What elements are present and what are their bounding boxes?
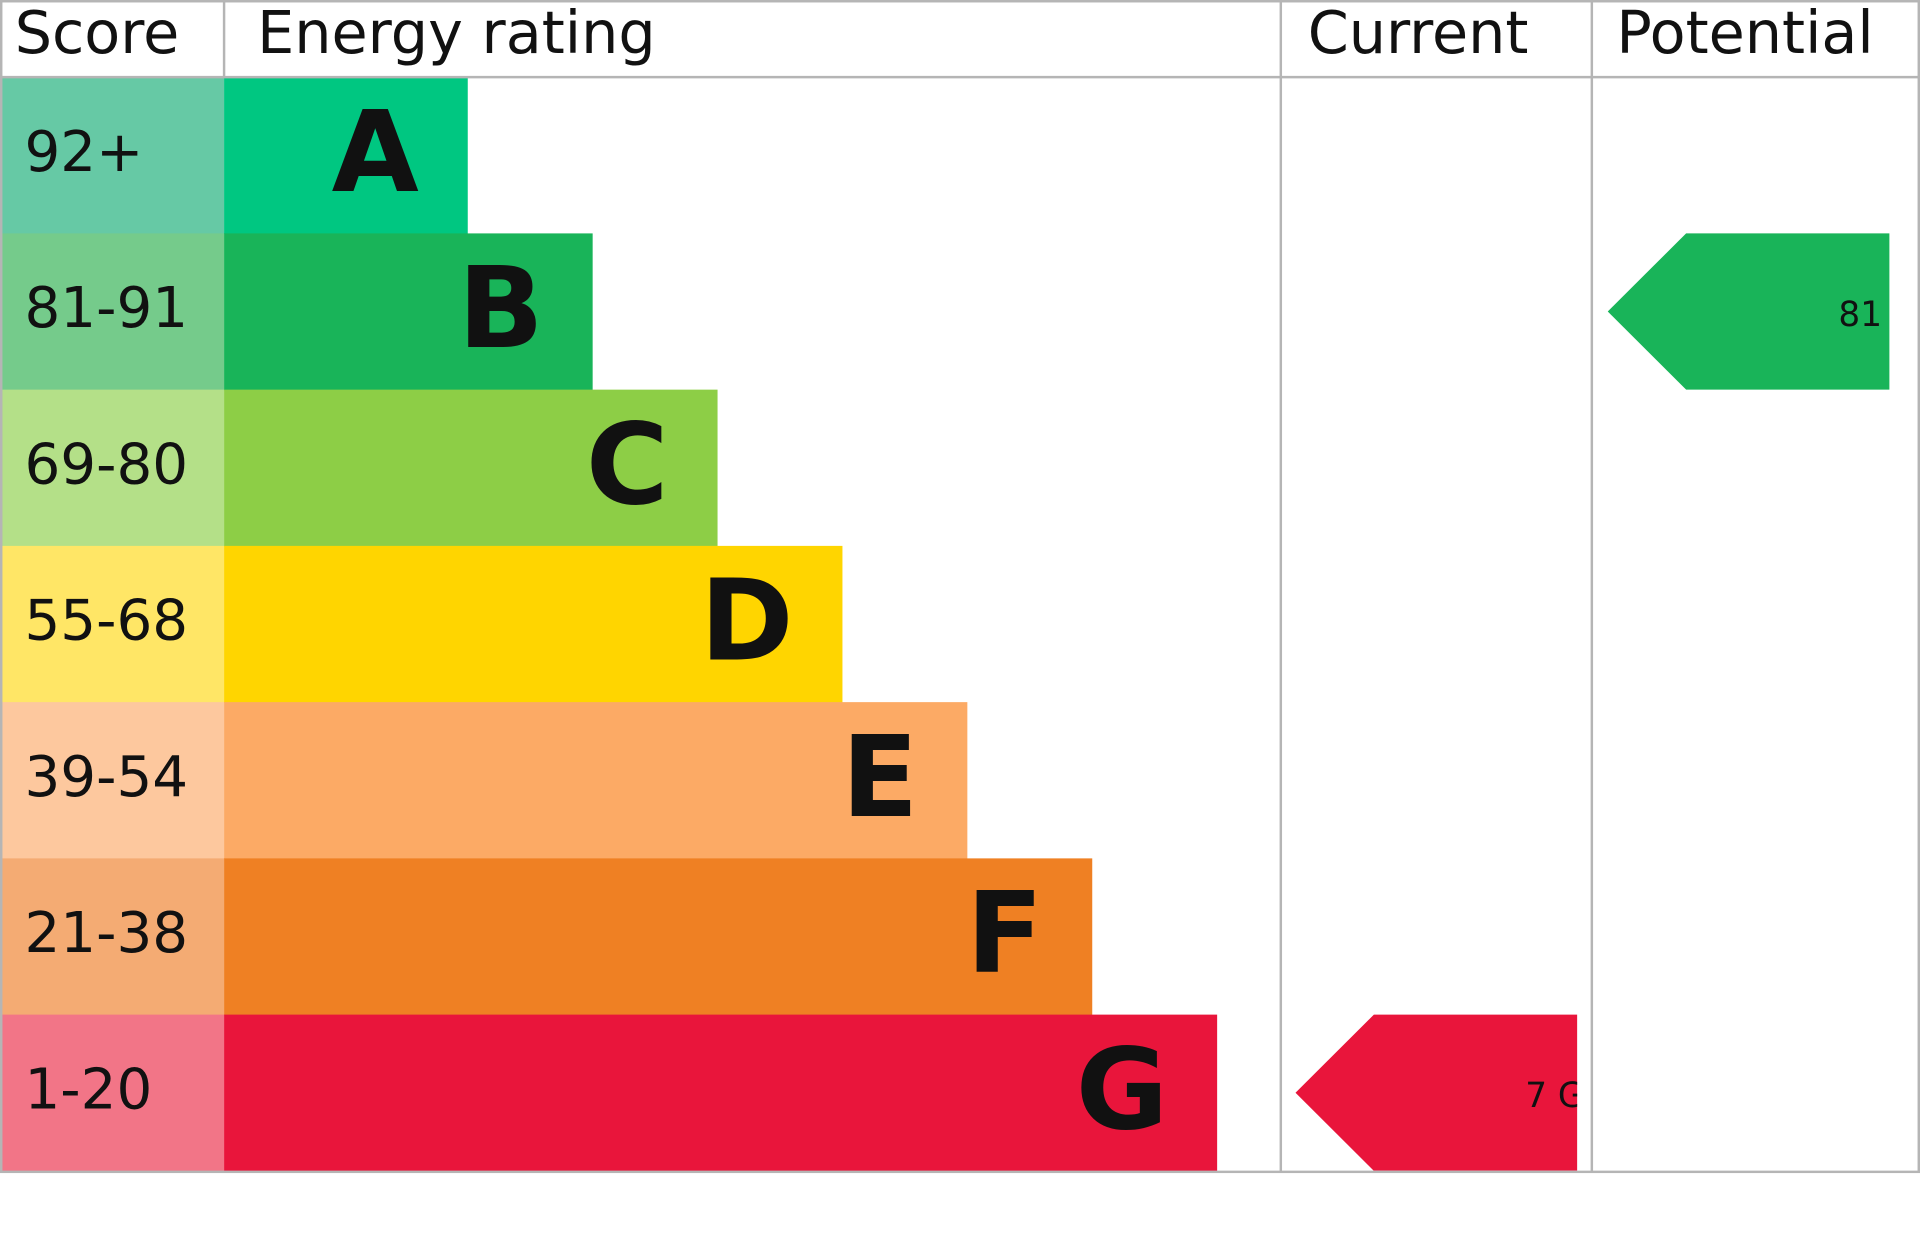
potential-arrow: 81	[1607, 233, 1890, 390]
rating-letter: C	[586, 398, 669, 530]
current-arrow-label: 7 G	[1525, 1076, 1584, 1116]
score-label: 55-68	[24, 589, 188, 654]
current-arrow-shape	[1295, 1014, 1578, 1171]
rating-letter: F	[966, 867, 1043, 999]
rating-letter: E	[841, 711, 918, 843]
score-label: 69-80	[24, 432, 188, 497]
score-label: 21-38	[24, 901, 188, 966]
header-potential: Potential	[1616, 0, 1873, 67]
table-grid	[0, 0, 1920, 1174]
rating-letter: A	[332, 86, 419, 218]
score-cell	[0, 545, 225, 703]
rating-bar	[224, 858, 1093, 1016]
score-cell	[0, 702, 225, 859]
score-cell	[0, 389, 225, 547]
rating-bar	[224, 233, 593, 391]
score-label: 81-91	[24, 276, 188, 341]
rating-bar	[224, 702, 968, 859]
score-label: 39-54	[24, 745, 188, 810]
rating-bar	[224, 389, 718, 547]
current-arrow: 7 G	[1295, 1014, 1584, 1171]
score-label: 92+	[24, 120, 143, 185]
header-current: Current	[1308, 0, 1529, 67]
rating-bar	[224, 77, 468, 235]
rating-bar	[224, 545, 843, 703]
header-score: Score	[15, 0, 180, 67]
score-cell	[0, 77, 225, 235]
potential-arrow-shape	[1607, 233, 1890, 390]
rating-letter: G	[1076, 1023, 1168, 1155]
score-label: 1-20	[24, 1057, 152, 1122]
header-rating: Energy rating	[257, 0, 656, 67]
score-cell	[0, 233, 225, 391]
rating-letter: B	[458, 242, 544, 374]
rating-letter: D	[700, 555, 794, 687]
potential-arrow-label: 81	[1838, 295, 1882, 335]
score-cell	[0, 1014, 225, 1172]
score-cell	[0, 858, 225, 1016]
rating-bar	[224, 1014, 1218, 1172]
